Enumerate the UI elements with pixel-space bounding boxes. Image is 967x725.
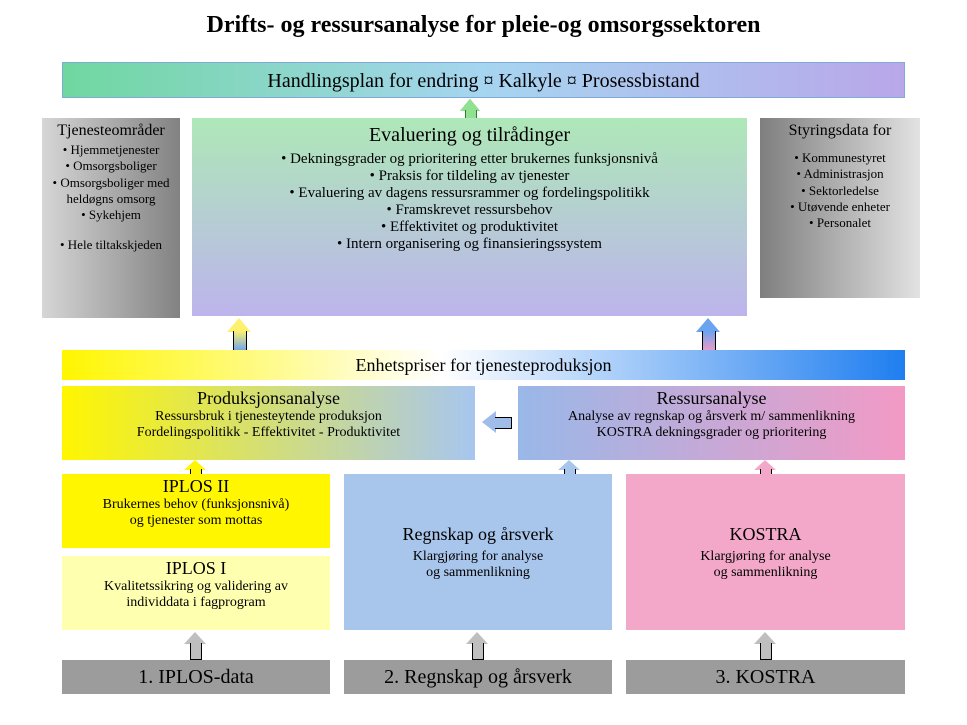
- res-heading: Ressursanalyse: [518, 388, 905, 409]
- list-item: Sektorledelse: [762, 183, 918, 199]
- prod-box: Produksjonsanalyse Ressursbruk i tjenest…: [62, 386, 475, 460]
- right-sidebar-heading: Styringsdata for: [762, 122, 918, 140]
- list-item: Framskrevet ressursbehov: [192, 202, 747, 219]
- regnskap-line2: og sammenlikning: [344, 565, 612, 581]
- unit-price-bar: Enhetspriser for tjenesteproduksjon: [62, 350, 905, 380]
- list-item: Hjemmetjenester: [46, 142, 176, 158]
- list-item: Personalet: [762, 215, 918, 231]
- list-item: Utøvende enheter: [762, 199, 918, 215]
- diagram-stage: Drifts- og ressursanalyse for pleie-og o…: [0, 0, 967, 725]
- iplos2-line1: Brukernes behov (funksjonsnivå): [62, 497, 330, 513]
- kostra-line2: og sammenlikning: [626, 565, 905, 581]
- prod-heading: Produksjonsanalyse: [62, 388, 475, 409]
- left-sidebar: Tjenesteområder HjemmetjenesterOmsorgsbo…: [42, 118, 180, 318]
- bottom-2: 2. Regnskap og årsverk: [344, 660, 612, 694]
- list-item: Evaluering av dagens ressursrammer og fo…: [192, 185, 747, 202]
- list-item: Praksis for tildeling av tjenester: [192, 168, 747, 185]
- iplos1-heading: IPLOS I: [62, 558, 330, 579]
- arrow-prod-to-eval: [227, 318, 251, 351]
- list-item: Effektivitet og produktivitet: [192, 219, 747, 236]
- list-item: Omsorgsboliger med heldøgns omsorg: [46, 175, 176, 208]
- eval-bullets: Dekningsgrader og prioritering etter bru…: [192, 151, 747, 253]
- list-item: Dekningsgrader og prioritering etter bru…: [192, 151, 747, 168]
- eval-box: Evaluering og tilrådinger Dekningsgrader…: [192, 118, 747, 316]
- arrow-res-to-prod: [482, 411, 512, 433]
- list-item: Intern organisering og finansieringssyst…: [192, 236, 747, 253]
- bottom-3: 3. KOSTRA: [626, 660, 905, 694]
- list-item: Sykehjem: [46, 207, 176, 223]
- left-sidebar-list: HjemmetjenesterOmsorgsboligerOmsorgsboli…: [46, 142, 176, 223]
- iplos2-box: IPLOS II Brukernes behov (funksjonsnivå)…: [62, 474, 330, 548]
- list-item: Kommunestyret: [762, 150, 918, 166]
- arrow-bottom3-up: [754, 632, 776, 660]
- iplos1-box: IPLOS I Kvalitetssikring og validering a…: [62, 556, 330, 630]
- prod-line1: Ressursbruk i tjenesteytende produksjon: [62, 409, 475, 425]
- header-bar: Handlingsplan for endring ¤ Kalkyle ¤ Pr…: [62, 62, 905, 98]
- bottom-1: 1. IPLOS-data: [62, 660, 330, 694]
- res-line1: Analyse av regnskap og årsverk m/ sammen…: [518, 409, 905, 425]
- res-line2: KOSTRA dekningsgrader og prioritering: [518, 425, 905, 441]
- res-box: Ressursanalyse Analyse av regnskap og år…: [518, 386, 905, 460]
- regnskap-heading: Regnskap og årsverk: [344, 524, 612, 545]
- eval-heading: Evaluering og tilrådinger: [192, 124, 747, 147]
- kostra-box: KOSTRA Klargjøring for analyse og sammen…: [626, 474, 905, 630]
- iplos1-line2: individdata i fagprogram: [62, 595, 330, 611]
- regnskap-line1: Klargjøring for analyse: [344, 549, 612, 565]
- page-title: Drifts- og ressursanalyse for pleie-og o…: [0, 12, 967, 39]
- kostra-line1: Klargjøring for analyse: [626, 549, 905, 565]
- arrow-res-to-eval: [696, 318, 720, 351]
- left-sidebar-footer: • Hele tiltakskjeden: [46, 237, 176, 253]
- iplos1-line1: Kvalitetssikring og validering av: [62, 579, 330, 595]
- kostra-heading: KOSTRA: [626, 524, 905, 545]
- iplos2-line2: og tjenester som mottas: [62, 513, 330, 529]
- iplos2-heading: IPLOS II: [62, 476, 330, 497]
- prod-line2: Fordelingspolitikk - Effektivitet - Prod…: [62, 425, 475, 441]
- right-sidebar: Styringsdata for KommunestyretAdministra…: [760, 118, 920, 298]
- right-sidebar-list: KommunestyretAdministrasjonSektorledelse…: [762, 150, 918, 231]
- arrow-eval-to-header: [459, 99, 481, 119]
- regnskap-box: Regnskap og årsverk Klargjøring for anal…: [344, 474, 612, 630]
- list-item: Omsorgsboliger: [46, 158, 176, 174]
- list-item: Administrasjon: [762, 166, 918, 182]
- left-sidebar-heading: Tjenesteområder: [46, 122, 176, 140]
- arrow-bottom1-up: [184, 632, 206, 660]
- arrow-bottom2-up: [466, 632, 488, 660]
